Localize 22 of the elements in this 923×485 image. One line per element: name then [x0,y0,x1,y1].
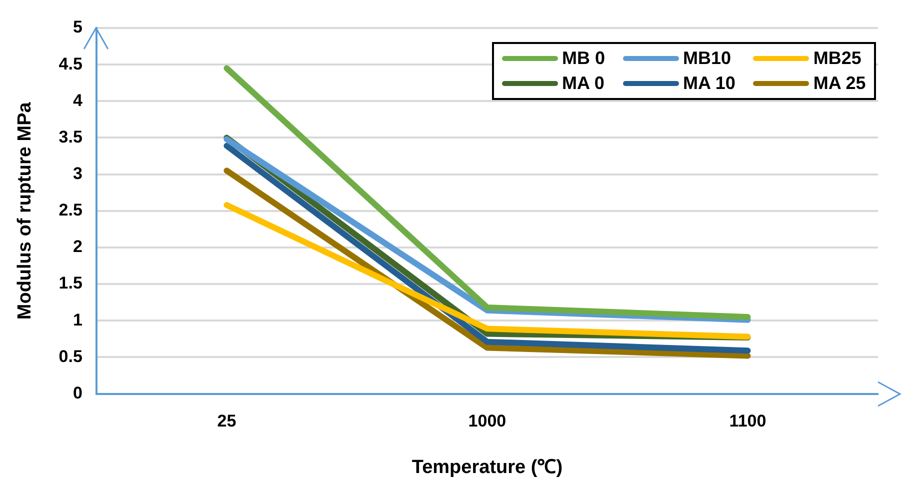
x-tick-label: 25 [217,412,236,431]
legend-label: MA 0 [562,73,604,94]
y-tick-label: 3.5 [58,127,82,146]
y-tick-label: 5 [72,18,82,37]
x-tick-label: 1000 [468,412,506,431]
y-axis-title: Modulus of rupture MPa [14,102,36,320]
x-tick-label: 1100 [729,412,766,431]
legend-label: MB10 [683,48,732,69]
y-tick-label: 4.5 [58,54,82,74]
legend-label: MA 10 [683,73,736,94]
y-tick-label: 0.5 [58,346,82,366]
y-tick-label: 3 [72,164,82,184]
y-tick-label: 4 [72,90,83,110]
y-tick-label: 2.5 [58,200,82,220]
y-tick-label: 2 [72,237,82,256]
x-axis-title: Temperature (℃) [412,456,563,478]
y-tick-label: 0 [72,383,82,402]
legend-label: MA 25 [813,73,866,94]
legend-label: MB 0 [562,48,606,69]
y-tick-label: 1 [72,310,82,330]
legend-label: MB25 [813,48,862,69]
y-tick-label: 1.5 [58,274,82,293]
